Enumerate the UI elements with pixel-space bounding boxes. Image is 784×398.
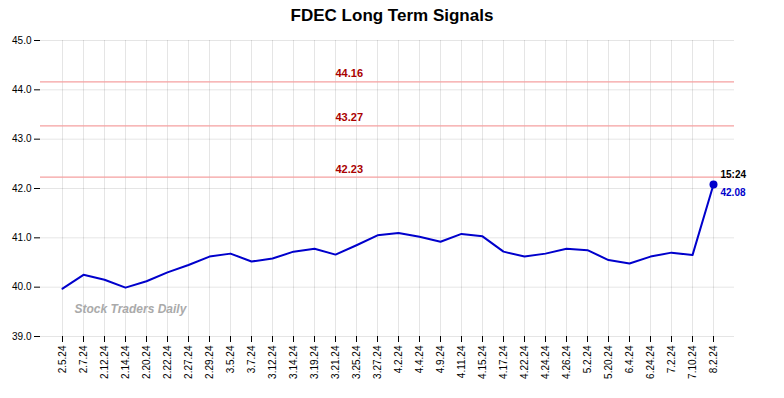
svg-text:3.21.24: 3.21.24 (330, 345, 341, 379)
svg-text:4.22.24: 4.22.24 (519, 345, 530, 379)
svg-text:Stock Traders Daily: Stock Traders Daily (75, 302, 188, 316)
svg-text:3.27.24: 3.27.24 (372, 345, 383, 379)
svg-text:2.27.24: 2.27.24 (183, 345, 194, 379)
svg-text:6.24.24: 6.24.24 (645, 345, 656, 379)
svg-text:4.15.24: 4.15.24 (477, 345, 488, 379)
svg-text:4.24.24: 4.24.24 (540, 345, 551, 379)
html-text:FDEC Long Term Signals: FDEC Long Term Signals (290, 6, 494, 25)
svg-text:43.27: 43.27 (336, 111, 364, 123)
svg-text:8.2.24: 8.2.24 (708, 345, 719, 373)
svg-text:15:24: 15:24 (721, 169, 747, 180)
svg-text:2.7.24: 2.7.24 (78, 345, 89, 373)
svg-text:4.26.24: 4.26.24 (561, 345, 572, 379)
svg-text:3.14.24: 3.14.24 (288, 345, 299, 379)
svg-text:40.0: 40.0 (12, 281, 32, 292)
svg-text:42.08: 42.08 (721, 187, 746, 198)
svg-text:4.4.24: 4.4.24 (414, 345, 425, 373)
svg-text:3.5.24: 3.5.24 (225, 345, 236, 373)
svg-text:4.2.24: 4.2.24 (393, 345, 404, 373)
svg-text:44.16: 44.16 (336, 67, 364, 79)
svg-text:2.5.24: 2.5.24 (57, 345, 68, 373)
svg-text:44.0: 44.0 (12, 84, 32, 95)
svg-text:2.12.24: 2.12.24 (99, 345, 110, 379)
svg-text:5.20.24: 5.20.24 (603, 345, 614, 379)
svg-text:2.29.24: 2.29.24 (204, 345, 215, 379)
svg-text:4.9.24: 4.9.24 (435, 345, 446, 373)
svg-text:7.2.24: 7.2.24 (666, 345, 677, 373)
svg-text:3.19.24: 3.19.24 (309, 345, 320, 379)
svg-text:4.17.24: 4.17.24 (498, 345, 509, 379)
svg-text:7.10.24: 7.10.24 (687, 345, 698, 379)
svg-text:4.11.24: 4.11.24 (456, 345, 467, 378)
svg-text:41.0: 41.0 (12, 232, 32, 243)
svg-text:3.7.24: 3.7.24 (246, 345, 257, 373)
svg-text:6.4.24: 6.4.24 (624, 345, 635, 373)
svg-text:3.12.24: 3.12.24 (267, 345, 278, 379)
svg-text:42.0: 42.0 (12, 183, 32, 194)
svg-text:45.0: 45.0 (12, 35, 32, 46)
svg-text:3.25.24: 3.25.24 (351, 345, 362, 379)
svg-text:43.0: 43.0 (12, 133, 32, 144)
svg-text:39.0: 39.0 (12, 331, 32, 342)
svg-text:42.23: 42.23 (336, 163, 364, 175)
svg-text:5.2.24: 5.2.24 (582, 345, 593, 373)
svg-text:2.14.24: 2.14.24 (120, 345, 131, 379)
svg-text:2.22.24: 2.22.24 (162, 345, 173, 379)
svg-text:2.20.24: 2.20.24 (141, 345, 152, 379)
